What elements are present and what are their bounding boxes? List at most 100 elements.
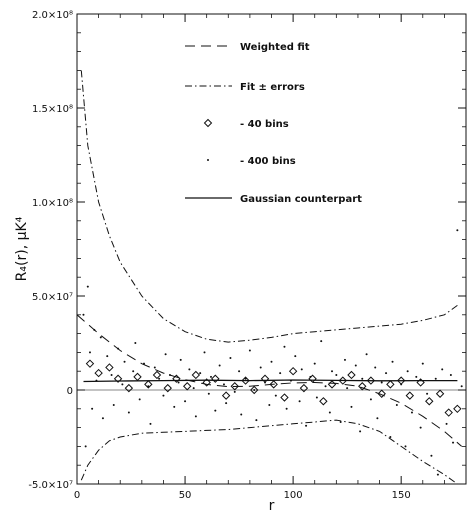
bin400-dot-point bbox=[138, 398, 141, 401]
bin400-dot-point bbox=[452, 441, 455, 444]
bin400-dot-point bbox=[445, 422, 448, 425]
bin40-diamond-point bbox=[327, 380, 337, 389]
bin400-dot-point bbox=[361, 377, 364, 380]
bin400-dot-point bbox=[400, 383, 403, 386]
y-axis-label: R₄(r), μK⁴ bbox=[14, 216, 30, 281]
y-tick-label: 1.0×10⁸ bbox=[32, 198, 73, 209]
bin400-dot-point bbox=[359, 430, 362, 433]
x-tick-label: 50 bbox=[179, 490, 192, 501]
bin400-dot-point bbox=[117, 347, 120, 350]
bin400-dot-point bbox=[121, 383, 124, 386]
x-axis-ticks: 0 50 100 150 bbox=[74, 14, 445, 501]
bin400-dot-point bbox=[162, 394, 165, 397]
bin400-dot-point bbox=[385, 372, 388, 375]
bin400-dot-point bbox=[179, 358, 182, 361]
bin400-dot-point bbox=[376, 417, 379, 420]
bin40-diamond-point bbox=[221, 391, 231, 400]
bin400-dot-point bbox=[320, 340, 323, 343]
bin400-dot-point bbox=[305, 424, 308, 427]
bin400-dot-point bbox=[328, 411, 331, 414]
bin400-dot-point bbox=[283, 345, 286, 348]
bin400-dot-point bbox=[88, 351, 91, 354]
bin400-dot-point bbox=[134, 342, 137, 344]
bin40-diamond-point bbox=[269, 380, 278, 389]
bin400-dot-point bbox=[123, 360, 126, 363]
bin400-dot-point bbox=[101, 417, 104, 420]
bin40-diamond-point bbox=[211, 374, 220, 383]
bin400-dot-point bbox=[93, 328, 96, 331]
bin400-dot-point bbox=[203, 351, 206, 354]
bin400-dot-point bbox=[395, 404, 398, 407]
bin400-dot-point bbox=[430, 454, 433, 457]
y-tick-label: -5.0×10⁷ bbox=[28, 480, 73, 491]
bin400-dot-point bbox=[255, 419, 258, 422]
bin400-dot-point bbox=[346, 387, 349, 390]
bin40-diamond-point bbox=[377, 389, 386, 398]
bin400-dot-point bbox=[380, 381, 383, 384]
bin400-dot-point bbox=[110, 373, 113, 376]
bin400-dot-point bbox=[285, 407, 288, 410]
bin400-dot-point bbox=[259, 366, 262, 369]
bin400-dot-point bbox=[279, 372, 282, 375]
y-axis-ticks: -5.0×10⁷ 0 5.0×10⁷ 1.0×10⁸ 1.5×10⁸ 2.0×10⁸ bbox=[28, 10, 466, 491]
bin40-diamond-point bbox=[85, 359, 95, 368]
bin40-diamond-point bbox=[124, 383, 134, 393]
bin400-dot-point bbox=[410, 411, 413, 414]
bin40-diamond-point bbox=[444, 408, 453, 417]
legend-entry-label: - 40 bins bbox=[240, 119, 289, 130]
bin400-dot-point bbox=[253, 389, 256, 391]
bin400-dot-point bbox=[436, 473, 439, 476]
bin40-diamond-point bbox=[358, 382, 367, 391]
bin400-dot-point bbox=[132, 370, 135, 373]
bin400-dot-point bbox=[415, 375, 418, 378]
bin400-dot-point bbox=[84, 445, 87, 448]
bin400-dot-point bbox=[127, 411, 130, 414]
bin400-dot-point bbox=[309, 375, 312, 378]
bin400-dot-point bbox=[188, 368, 191, 371]
bin400-dot-point bbox=[248, 349, 251, 352]
x-tick-label: 0 bbox=[74, 490, 80, 501]
bin400-dot-point bbox=[173, 405, 176, 408]
bin40-diamond-point bbox=[183, 382, 192, 391]
legend-entry-label: Gaussian counterpart bbox=[240, 194, 362, 205]
bin400-dot-point bbox=[354, 364, 357, 367]
bin40-diamond-point bbox=[435, 389, 445, 398]
bin400-dot-point bbox=[404, 445, 407, 448]
bin400-dot-point bbox=[350, 405, 353, 408]
bin40-diamond-point bbox=[347, 370, 356, 380]
bin400-dot-point bbox=[209, 375, 212, 378]
bin400-dot-point bbox=[315, 396, 318, 399]
bin400-dot-point bbox=[222, 383, 225, 386]
bin400-dot-point bbox=[158, 377, 161, 380]
bin40-diamond-point bbox=[319, 397, 328, 406]
bin400-dot-point bbox=[270, 360, 273, 363]
bin40-diamond-point bbox=[241, 376, 250, 385]
bin40-diamond-point bbox=[133, 372, 142, 382]
bin400-dot-point bbox=[264, 381, 267, 384]
bin400-dot-point bbox=[449, 373, 452, 376]
bin40-diamond-point bbox=[202, 378, 211, 387]
legend-dot-symbol bbox=[207, 159, 209, 161]
bin400-dot-point bbox=[233, 390, 236, 393]
x-tick-label: 150 bbox=[392, 490, 411, 501]
bin400-dot-point bbox=[434, 377, 437, 380]
bin400-dot-point bbox=[426, 392, 429, 395]
bin400-dot-point bbox=[343, 358, 346, 361]
bin400-dot-point bbox=[147, 385, 150, 388]
bin40-diamond-point bbox=[191, 370, 201, 380]
bin400-dot-point bbox=[331, 370, 334, 373]
bin40-diamond-point bbox=[405, 391, 415, 400]
bin400-dot-point bbox=[86, 285, 89, 288]
legend: Weighted fit Fit ± errors - 40 bins - 400 b… bbox=[185, 42, 362, 205]
bin400-dot-point bbox=[142, 362, 145, 365]
bin400-dot-point bbox=[268, 404, 271, 407]
x-axis-label: r bbox=[269, 498, 275, 514]
bin400-dot-point bbox=[164, 353, 167, 356]
bin400-dot-point bbox=[335, 373, 338, 376]
bin400-dot-point bbox=[192, 387, 195, 390]
bin40-diamond-point bbox=[299, 383, 309, 393]
bin40-diamond-point bbox=[172, 374, 181, 383]
bin400-dot-point bbox=[441, 368, 444, 371]
bin400-dot-point bbox=[456, 229, 459, 232]
